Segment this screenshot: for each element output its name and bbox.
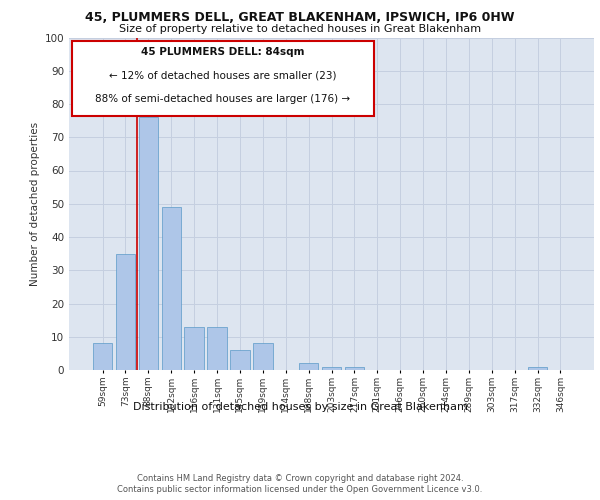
Bar xyxy=(344,366,364,370)
Bar xyxy=(161,207,181,370)
Y-axis label: Number of detached properties: Number of detached properties xyxy=(31,122,40,286)
Text: Contains public sector information licensed under the Open Government Licence v3: Contains public sector information licen… xyxy=(118,485,482,494)
Text: Contains HM Land Registry data © Crown copyright and database right 2024.: Contains HM Land Registry data © Crown c… xyxy=(137,474,463,483)
Bar xyxy=(253,344,272,370)
Text: Size of property relative to detached houses in Great Blakenham: Size of property relative to detached ho… xyxy=(119,24,481,34)
Text: ← 12% of detached houses are smaller (23): ← 12% of detached houses are smaller (23… xyxy=(109,70,337,81)
Bar xyxy=(93,344,112,370)
FancyBboxPatch shape xyxy=(71,41,373,116)
Text: 45, PLUMMERS DELL, GREAT BLAKENHAM, IPSWICH, IP6 0HW: 45, PLUMMERS DELL, GREAT BLAKENHAM, IPSW… xyxy=(85,11,515,24)
Bar xyxy=(208,327,227,370)
Bar xyxy=(139,118,158,370)
Bar xyxy=(116,254,135,370)
Text: 45 PLUMMERS DELL: 84sqm: 45 PLUMMERS DELL: 84sqm xyxy=(141,48,304,58)
Bar xyxy=(299,364,319,370)
Bar xyxy=(230,350,250,370)
Bar xyxy=(322,366,341,370)
Text: Distribution of detached houses by size in Great Blakenham: Distribution of detached houses by size … xyxy=(133,402,467,412)
Bar xyxy=(528,366,547,370)
Text: 88% of semi-detached houses are larger (176) →: 88% of semi-detached houses are larger (… xyxy=(95,94,350,104)
Bar xyxy=(184,327,204,370)
